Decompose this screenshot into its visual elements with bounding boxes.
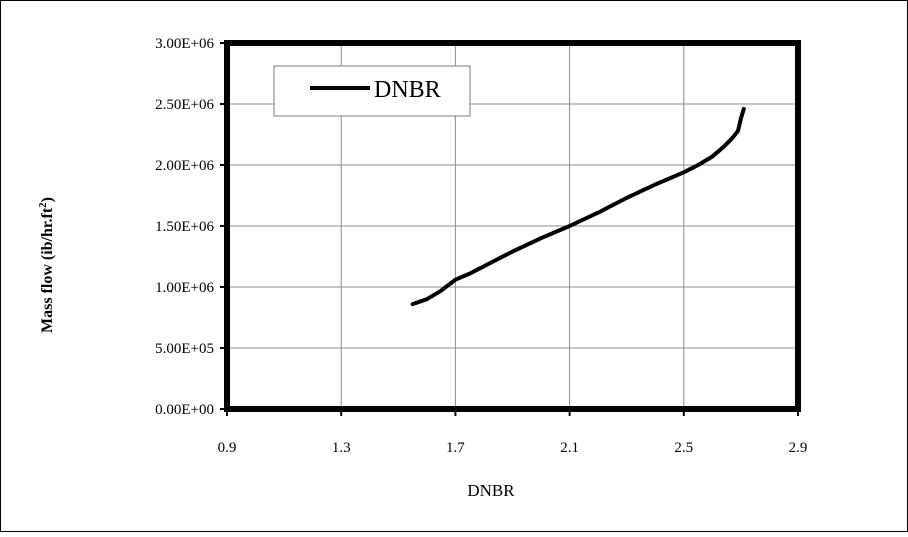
x-tick-label: 1.3 [332, 440, 351, 456]
x-tick-label: 2.9 [789, 440, 808, 456]
y-axis-title: Mass flow (ib/hr.ft2) [37, 197, 56, 333]
y-tick-label: 1.50E+06 [155, 219, 214, 235]
y-tick-label: 3.00E+06 [155, 36, 214, 52]
series-line-dnbr [410, 106, 746, 307]
y-axis-ticks: 0.00E+00 5.00E+05 1.00E+06 1.50E+06 2.00E+06… [155, 36, 227, 418]
legend-label-dnbr: DNBR [374, 77, 441, 103]
x-tick-label: 0.9 [218, 440, 237, 456]
x-tick-label: 2.5 [674, 440, 693, 456]
y-axis-title-superscript: 2 [37, 202, 49, 208]
x-tick-label: 2.1 [560, 440, 579, 456]
series-layer [410, 106, 746, 307]
y-tick-label: 5.00E+05 [155, 341, 214, 357]
y-tick-label: 1.00E+06 [155, 280, 214, 296]
y-axis-title-main: Mass flow (ib/hr.ft [39, 207, 56, 333]
y-axis-title-close: ) [39, 197, 56, 202]
legend: DNBR [273, 65, 471, 117]
y-tick-label: 2.50E+06 [155, 97, 214, 113]
legend-box [273, 65, 471, 117]
y-tick-label: 0.00E+00 [155, 402, 214, 418]
plot-area-border [224, 40, 801, 412]
x-axis-title: DNBR [467, 481, 515, 500]
x-tick-label: 1.7 [446, 440, 465, 456]
y-tick-label: 2.00E+06 [155, 158, 214, 174]
